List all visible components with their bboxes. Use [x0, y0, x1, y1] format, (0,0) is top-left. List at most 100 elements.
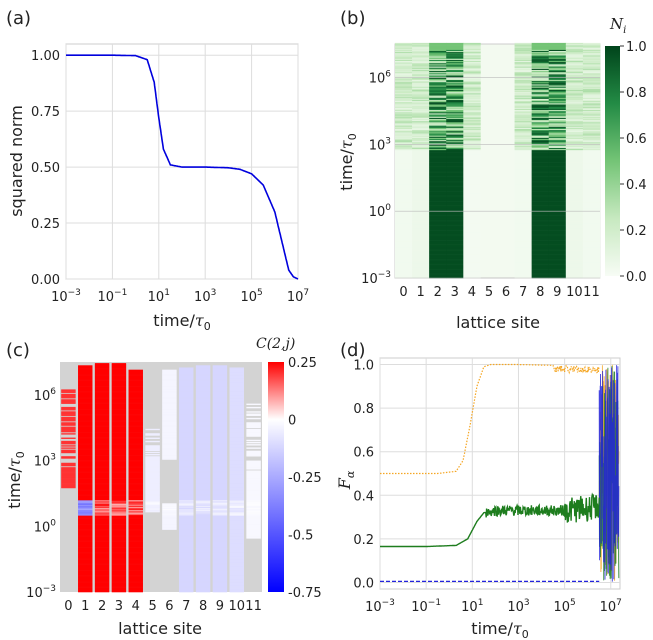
panel-c-cell: [128, 582, 143, 584]
panel-c-cell: [61, 413, 76, 415]
panel-c-cell: [229, 379, 244, 381]
panel-c-cell: [78, 518, 93, 521]
panel-b-cell: [514, 184, 532, 186]
panel-c-cell: [246, 475, 261, 478]
panel-c-cell: [111, 550, 127, 552]
panel-c-cell: [111, 392, 127, 395]
panel-c-cell: [179, 468, 194, 470]
panel-c-cell: [94, 461, 110, 464]
panel-b-cell: [412, 154, 430, 156]
panel-b-cell: [531, 267, 550, 270]
panel-b-cell: [412, 271, 430, 273]
panel-c-cell: [229, 441, 244, 444]
panel-c-cell: [78, 429, 93, 432]
panel-c-cell: [61, 427, 76, 430]
panel-b-cell: [412, 146, 430, 148]
panel-c-cell: [128, 467, 143, 469]
panel-b-cell: [531, 159, 550, 162]
panel-b-cell: [463, 98, 481, 101]
panel-b-cell: [582, 137, 601, 140]
panel-c-cell: [195, 433, 211, 435]
panel-c-cell: [195, 411, 211, 413]
panel-c-cell: [162, 441, 177, 444]
panel-b-cell: [565, 246, 584, 249]
panel-c-cell: [94, 549, 110, 551]
panel-b-cell: [565, 217, 584, 220]
panel-c-cell: [195, 590, 211, 593]
panel-c-cell: [212, 500, 228, 502]
panel-b-cell: [429, 214, 447, 216]
panel-c-cell: [195, 389, 211, 391]
panel-c-cell: [195, 479, 211, 481]
panel-c-cell: [162, 398, 177, 400]
panel-b-cell: [412, 269, 430, 271]
panel-c-cell: [78, 503, 93, 505]
panel-b-cell: [565, 90, 584, 93]
panel-c-cell: [111, 444, 127, 446]
panel-b-cell: [412, 236, 430, 239]
panel-c-cell: [212, 588, 228, 591]
panel-c-cell: [94, 578, 110, 581]
panel-b-cell: [446, 77, 464, 79]
panel-c-cell: [78, 470, 93, 472]
panel-b-cell: [531, 261, 550, 263]
panel-c-cell: [111, 389, 127, 391]
panel-c-cell: [78, 376, 93, 378]
panel-c-cell: [94, 432, 110, 434]
panel-b-cell: [565, 172, 584, 174]
panel-b-cell: [582, 126, 601, 128]
panel-b-cell: [565, 188, 584, 191]
panel-b-cell: [429, 195, 447, 197]
panel-c-cell: [162, 426, 177, 429]
panel-b-cell: [412, 245, 430, 248]
panel-b-cell: [412, 109, 430, 112]
panel-b-cell: [395, 135, 413, 137]
panel-c-cell: [111, 433, 127, 435]
panel-c-cell: [78, 533, 93, 536]
panel-c-cell: [195, 544, 211, 547]
panel-b-cell: [412, 159, 430, 162]
panel-c-cell: [212, 508, 228, 511]
panel-c-cell: [162, 524, 177, 526]
panel-c-cell: [111, 483, 127, 485]
panel-b-cell: [429, 213, 447, 215]
panel-b-cell: [531, 237, 550, 240]
panel-c-cell: [78, 443, 93, 445]
panel-c-cell: [212, 475, 228, 478]
panel-c-cell: [78, 366, 93, 368]
panel-b-cell: [395, 60, 413, 63]
panel-c-cell: [179, 555, 194, 558]
panel-b-cell: [395, 88, 413, 90]
panel-b-cell: [429, 74, 447, 76]
panel-c-cell: [78, 448, 93, 450]
panel-b-cell: [412, 173, 430, 175]
panel-c-cell: [179, 368, 194, 370]
panel-c-cell: [61, 416, 76, 419]
panel-c-cell: [94, 496, 110, 499]
panel-b-cell: [531, 233, 550, 235]
panel-b-cell: [412, 197, 430, 200]
panel-b-cell: [446, 231, 464, 233]
panel-b-cell: [514, 161, 532, 163]
panel-c-cell: [229, 583, 244, 585]
panel-c-cell: [94, 583, 110, 585]
panel-c-cell: [195, 501, 211, 503]
panel-b-cell: [395, 101, 413, 104]
panel-c-cell: [195, 521, 211, 524]
panel-b-cell: [565, 252, 584, 254]
panel-c-cell: [128, 516, 143, 518]
panel-c-cell: [128, 565, 143, 568]
panel-c-cell: [78, 426, 93, 429]
panel-c-cell: [145, 495, 160, 498]
panel-c-cell: [212, 542, 228, 545]
panel-b-cell: [565, 263, 584, 265]
panel-c-cell: [111, 569, 127, 571]
panel-c-cell: [195, 484, 211, 487]
panel-b-cell: [582, 49, 601, 51]
panel-b-cell: [463, 77, 481, 79]
panel-b-cell: [531, 90, 550, 93]
panel-b-cell: [582, 186, 601, 189]
panel-c-cell: [78, 451, 93, 454]
panel-b-cell: [582, 51, 601, 54]
panel-b-cell: [548, 185, 567, 187]
